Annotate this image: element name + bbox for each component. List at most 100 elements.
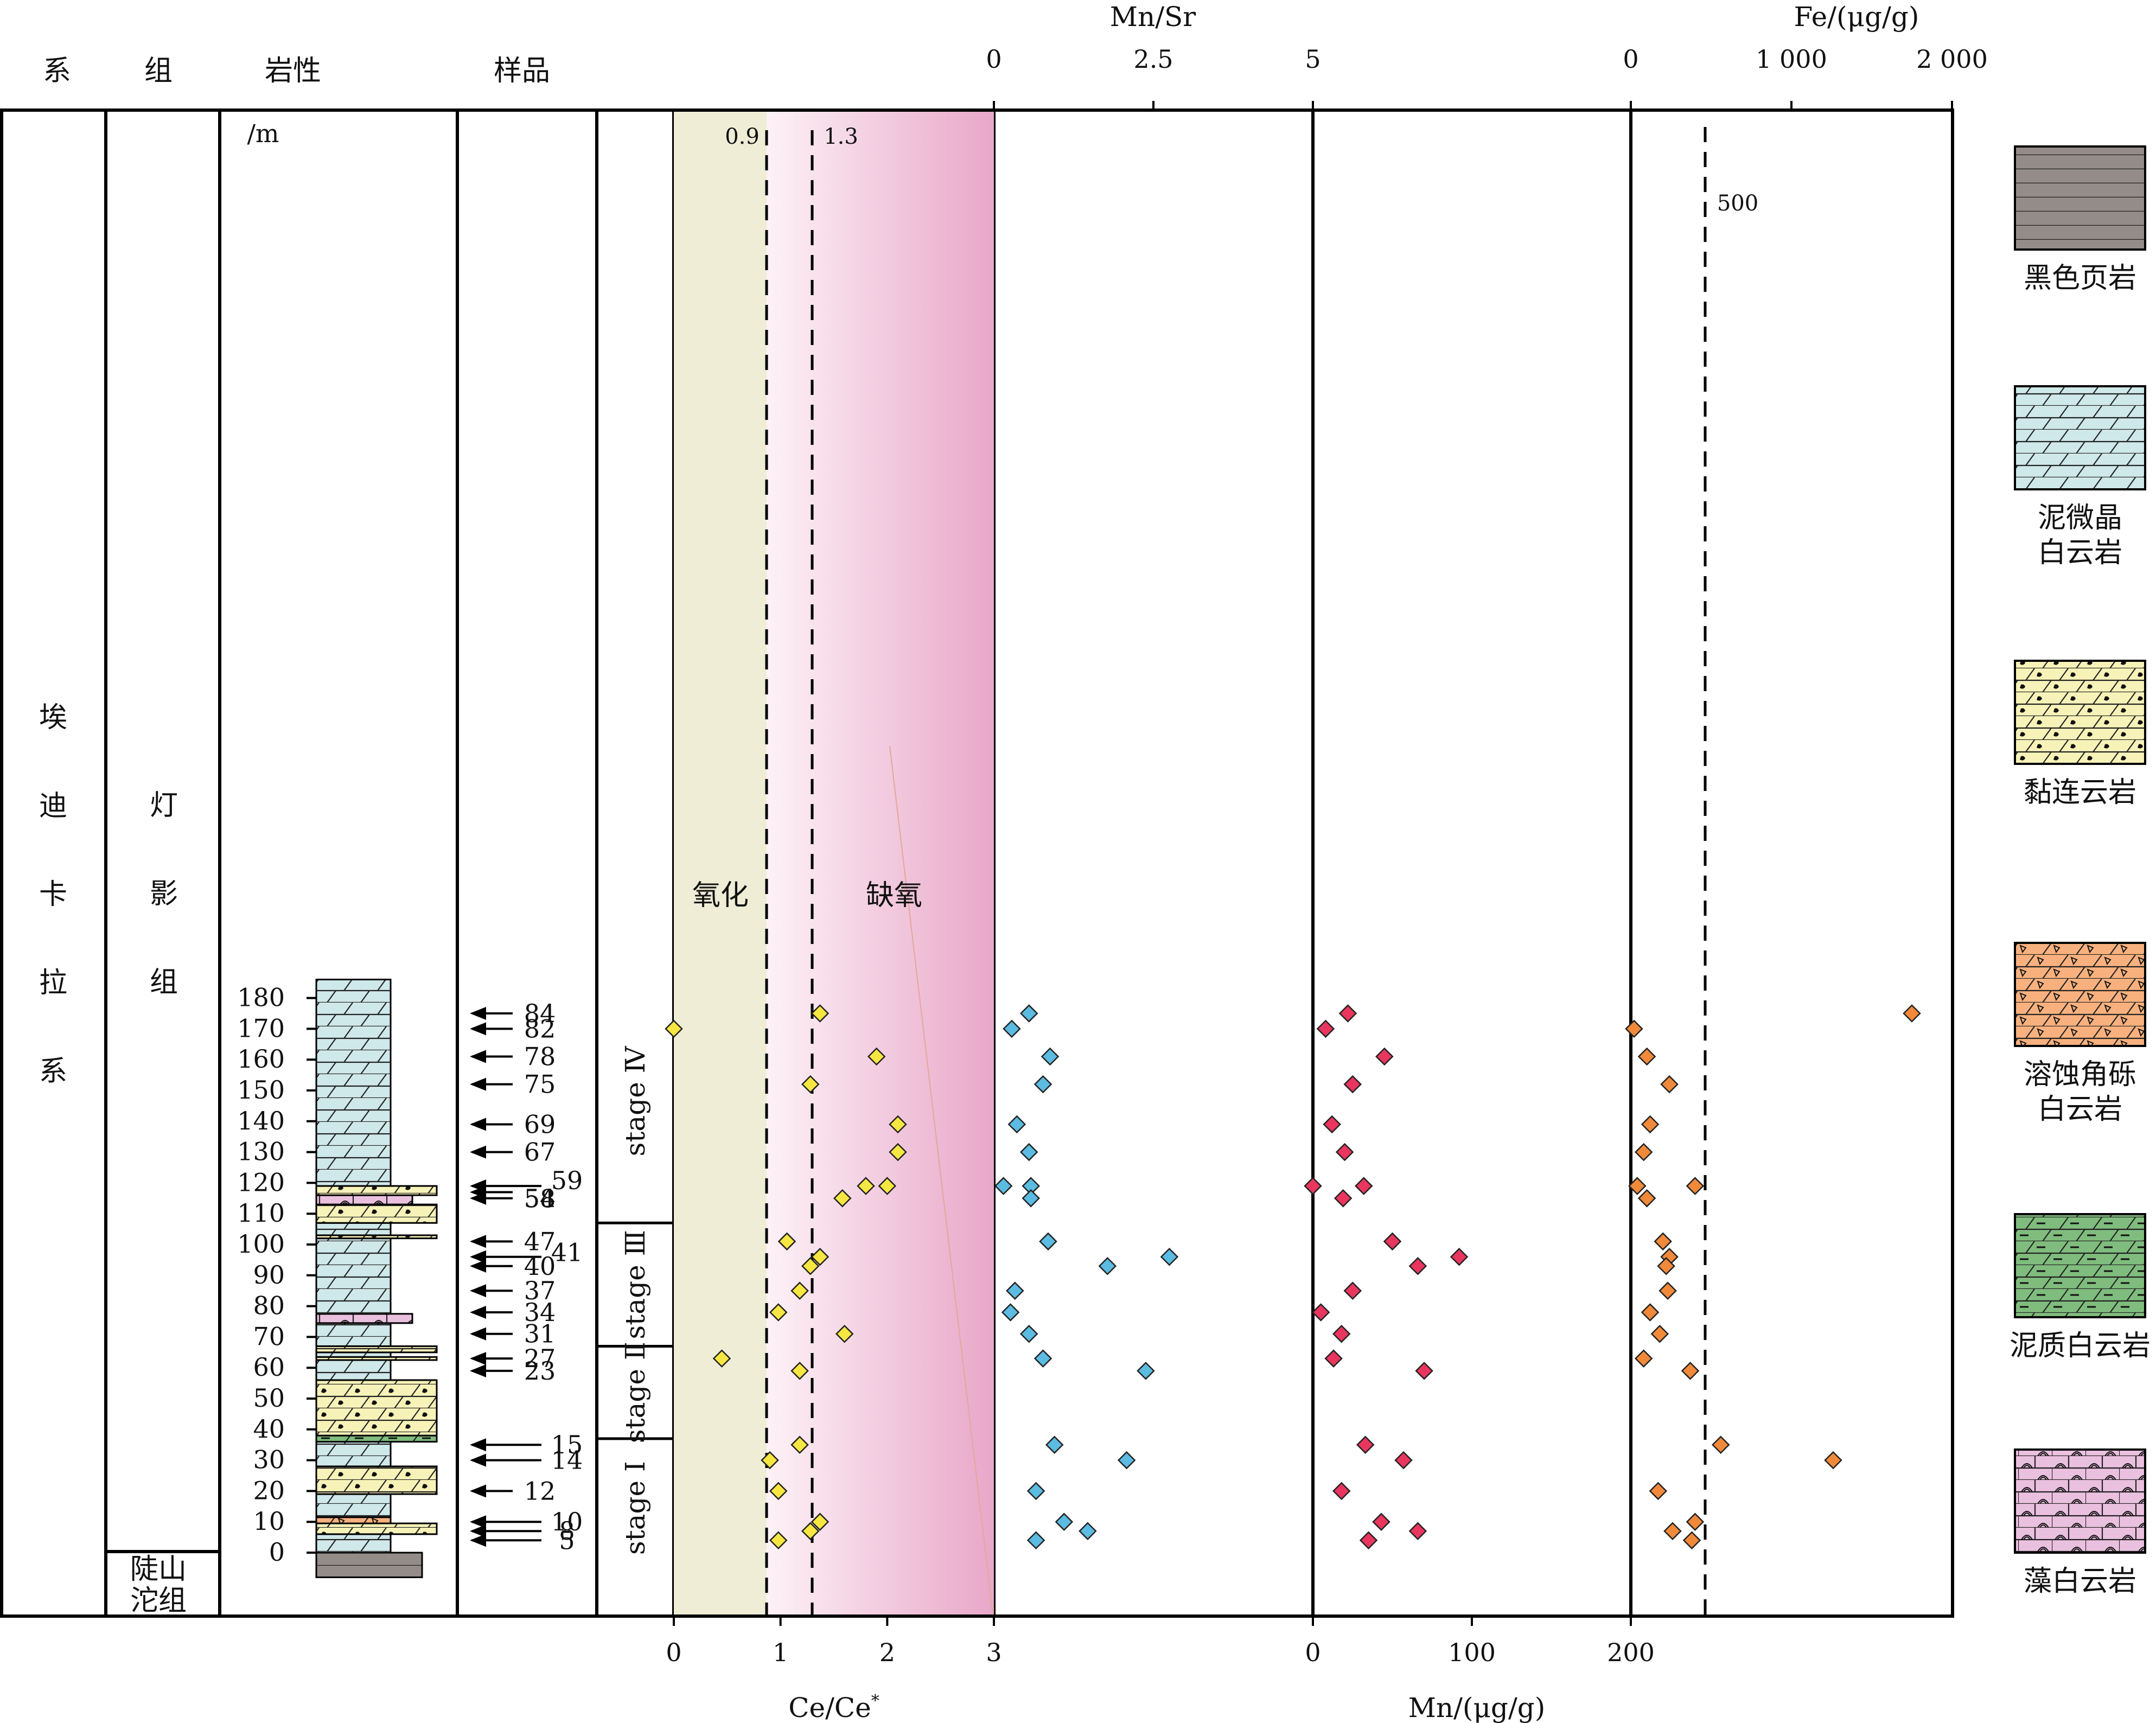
top-axis-ticks: 0 2.5 5 0 1 000 2 000: [986, 44, 1988, 110]
sample-marker: 54: [470, 1184, 556, 1213]
dolomite-bed: [315, 1237, 392, 1315]
legend-swatch: [2014, 385, 2146, 490]
system-char: 迪: [39, 790, 67, 822]
data-point: [1408, 1256, 1427, 1275]
data-point: [1663, 1522, 1682, 1541]
sample-id: 14: [551, 1446, 583, 1475]
algal-dolomite-bed: [315, 1313, 413, 1324]
data-point: [1034, 1349, 1053, 1368]
data-point: [1003, 1019, 1021, 1038]
sample-marker: 12: [470, 1476, 556, 1505]
sample-id: 41: [551, 1238, 583, 1267]
data-point: [1356, 1435, 1375, 1454]
stage-label: stage Ⅱ: [620, 1342, 651, 1443]
oxic-label: 氧化: [692, 879, 749, 912]
clotted-dolomite-bed: [315, 1345, 438, 1354]
data-point: [1316, 1019, 1335, 1038]
depth-tick-label: 160: [237, 1044, 285, 1074]
data-point: [790, 1281, 809, 1300]
data-point: [1335, 1143, 1354, 1162]
data-point: [1343, 1075, 1362, 1094]
sample-id: 31: [524, 1319, 556, 1349]
sample-marker: 47: [470, 1227, 556, 1256]
formation-lower-line1: 陡山: [130, 1553, 187, 1586]
data-point: [833, 1189, 852, 1208]
data-point: [1019, 1143, 1038, 1162]
data-point: [1654, 1232, 1672, 1251]
depth-tick-label: 150: [237, 1075, 285, 1105]
stage-label: stage Ⅲ: [620, 1230, 651, 1339]
axis-tick-label: 5: [1305, 44, 1321, 74]
axis-tick-label: 2: [879, 1638, 895, 1667]
system-char: 拉: [39, 967, 67, 999]
data-point: [1304, 1177, 1322, 1195]
dolomite-bed: [315, 1493, 392, 1518]
data-point: [1394, 1451, 1413, 1470]
data-point: [1343, 1281, 1362, 1300]
data-point: [889, 1143, 907, 1162]
sample-marker: 37: [470, 1276, 556, 1305]
data-point: [1311, 1303, 1330, 1322]
sample-marker: 84: [470, 999, 556, 1028]
data-point: [1019, 1324, 1038, 1343]
data-point: [801, 1075, 820, 1094]
depth-tick-label: 50: [253, 1383, 285, 1413]
sample-column: 8482787569675958544741403734312723151412…: [470, 999, 583, 1555]
sample-marker: 31: [470, 1319, 556, 1349]
data-point: [811, 1513, 830, 1531]
axis-tick-label: 200: [1607, 1638, 1655, 1667]
clotted-dolomite-bed: [315, 1203, 438, 1224]
sample-id: 12: [524, 1476, 556, 1505]
data-point: [1383, 1232, 1402, 1251]
col-samples-header: 样品: [494, 55, 550, 87]
data-point: [1034, 1075, 1053, 1094]
data-point: [1007, 1115, 1026, 1134]
data-point: [1334, 1189, 1353, 1208]
depth-tick-label: 0: [269, 1537, 285, 1567]
sample-marker: 78: [470, 1042, 556, 1071]
depth-tick-label: 120: [237, 1167, 285, 1197]
data-point: [769, 1531, 788, 1550]
sample-marker: 23: [470, 1356, 556, 1386]
stage-label: stage Ⅰ: [620, 1461, 651, 1555]
threshold-label-low: 0.9: [725, 124, 760, 149]
sample-marker: 34: [470, 1298, 556, 1327]
dolomite-bed: [315, 1533, 392, 1554]
data-point: [1634, 1349, 1653, 1368]
data-point: [1375, 1047, 1394, 1066]
threshold-label-high: 1.3: [824, 124, 858, 149]
axis-tick-label: 100: [1448, 1638, 1496, 1667]
sample-marker: 8: [470, 1516, 575, 1546]
anoxic-label: 缺氧: [866, 879, 922, 912]
data-point: [1637, 1047, 1656, 1066]
series-1: [994, 1004, 1179, 1550]
sample-id: 8: [559, 1516, 575, 1546]
sample-id: 69: [524, 1109, 556, 1139]
depth-tick-label: 70: [253, 1322, 285, 1351]
data-point: [1649, 1482, 1668, 1501]
data-point: [1711, 1435, 1730, 1454]
data-point: [1098, 1256, 1117, 1275]
sample-marker: 10: [470, 1507, 583, 1536]
data-point: [1641, 1303, 1660, 1322]
sample-id: 54: [524, 1184, 556, 1213]
data-point: [1041, 1047, 1060, 1066]
sample-id: 58: [524, 1184, 556, 1213]
data-point: [889, 1115, 907, 1134]
series-0: [665, 1004, 907, 1550]
legend-label: 白云岩: [2038, 1093, 2122, 1126]
data-point: [1323, 1115, 1341, 1134]
data-point: [1408, 1522, 1427, 1541]
data-point: [1006, 1281, 1024, 1300]
legend-label: 泥微晶: [2038, 502, 2122, 534]
data-point: [1001, 1303, 1020, 1322]
depth-tick-label: 170: [237, 1013, 285, 1043]
dolomite-bed: [315, 1222, 392, 1236]
sample-id: 78: [524, 1042, 556, 1071]
data-point: [1372, 1513, 1390, 1531]
legend-label: 黑色页岩: [2024, 262, 2136, 295]
dolomite-bed: [315, 1441, 392, 1467]
legend-swatch: [2014, 1213, 2146, 1318]
legend-item: 黏连云岩: [2014, 660, 2146, 809]
clotted-dolomite-bed: [315, 1379, 438, 1437]
